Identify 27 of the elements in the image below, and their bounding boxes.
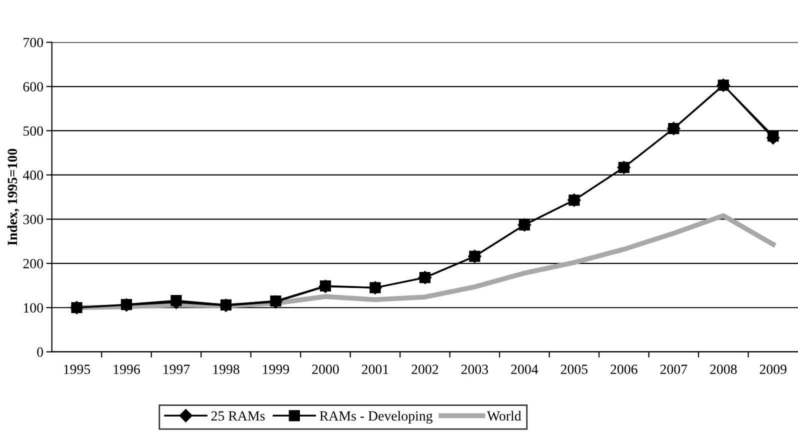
x-tick-label: 2002 [412,364,438,374]
y-tick-label: 0 [37,347,44,357]
y-tick-label: 300 [23,214,44,224]
x-tick-label: 1998 [213,364,240,374]
legend-label: World [486,410,522,421]
x-tick-label: 2004 [511,364,538,374]
x-tick-label: 1997 [164,364,190,374]
x-tick-label: 2003 [461,364,488,374]
legend-label: RAMs - Developing [320,410,433,424]
x-tick-label: 2005 [560,364,588,374]
x-tick-label: 2000 [312,364,339,374]
y-tick-label: 600 [23,82,44,92]
y-tick-label: 500 [24,126,44,136]
x-tick-label: 2006 [610,364,638,374]
x-tick-label: 1996 [114,364,140,374]
y-tick-label: 700 [24,38,44,48]
x-tick-label: 2001 [362,364,388,374]
x-tick-label: 2008 [710,364,737,374]
x-tick-label: 1995 [64,364,90,374]
x-tick-label: 2009 [760,364,786,374]
x-tick-label: 1999 [263,364,290,374]
y-axis-title: Index, 1995=100 [7,148,20,246]
y-tick-label: 400 [22,170,44,180]
legend-label: 25 RAMs [211,411,265,421]
x-tick-label: 2007 [660,364,688,374]
y-tick-label: 200 [23,258,44,268]
y-tick-label: 100 [24,303,44,313]
